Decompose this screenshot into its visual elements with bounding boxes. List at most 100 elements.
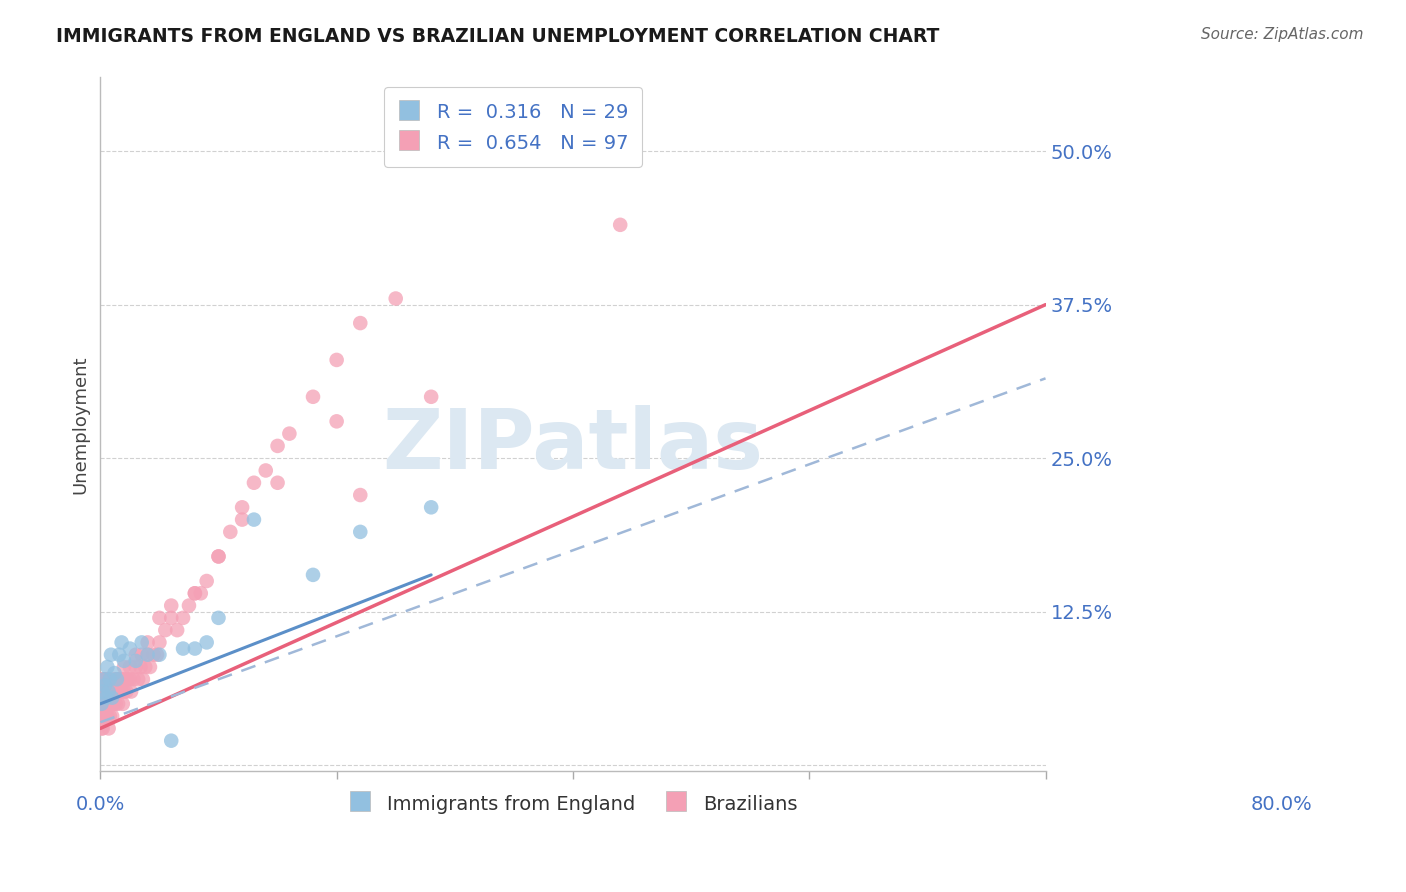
Point: [190, 586, 212, 600]
Point: [96, 673, 118, 687]
Point: [101, 690, 124, 705]
Point: [243, 475, 266, 490]
Point: [97, 684, 120, 698]
Point: [96, 709, 118, 723]
Point: [420, 500, 443, 515]
Point: [98, 673, 121, 687]
Point: [96, 697, 118, 711]
Point: [107, 673, 129, 687]
Point: [207, 549, 229, 564]
Point: [160, 733, 183, 747]
Point: [131, 635, 153, 649]
Point: [139, 660, 162, 674]
Point: [97, 697, 120, 711]
Point: [160, 599, 183, 613]
Point: [101, 709, 124, 723]
Point: [122, 673, 145, 687]
Point: [184, 641, 207, 656]
Point: [90, 697, 112, 711]
Point: [93, 697, 115, 711]
Point: [184, 586, 207, 600]
Point: [118, 660, 141, 674]
Point: [107, 697, 129, 711]
Point: [254, 463, 277, 477]
Point: [155, 623, 177, 637]
Point: [103, 673, 125, 687]
Point: [90, 709, 112, 723]
Point: [96, 684, 118, 698]
Point: [278, 426, 301, 441]
Point: [325, 353, 347, 368]
Point: [97, 684, 120, 698]
Point: [125, 660, 148, 674]
Point: [118, 673, 141, 687]
Point: [90, 722, 112, 736]
Point: [142, 648, 165, 662]
Point: [108, 648, 131, 662]
Point: [302, 567, 325, 582]
Point: [231, 500, 253, 515]
Point: [136, 635, 159, 649]
Point: [96, 709, 118, 723]
Point: [110, 673, 132, 687]
Point: [101, 697, 124, 711]
Point: [107, 673, 129, 687]
Legend: Immigrants from England, Brazilians: Immigrants from England, Brazilians: [339, 782, 807, 824]
Point: [195, 574, 218, 588]
Point: [91, 697, 114, 711]
Point: [243, 513, 266, 527]
Point: [160, 611, 183, 625]
Point: [110, 684, 132, 698]
Point: [91, 709, 114, 723]
Point: [184, 586, 207, 600]
Point: [105, 673, 128, 687]
Point: [96, 690, 118, 705]
Point: [96, 660, 118, 674]
Point: [105, 684, 128, 698]
Point: [94, 697, 117, 711]
Point: [325, 414, 347, 428]
Point: [177, 599, 200, 613]
Point: [90, 697, 112, 711]
Point: [103, 684, 125, 698]
Point: [112, 660, 135, 674]
Point: [98, 709, 121, 723]
Point: [94, 709, 117, 723]
Point: [91, 722, 114, 736]
Point: [266, 439, 288, 453]
Point: [98, 684, 121, 698]
Point: [302, 390, 325, 404]
Point: [120, 684, 142, 698]
Point: [129, 660, 152, 674]
Point: [420, 390, 443, 404]
Text: IMMIGRANTS FROM ENGLAND VS BRAZILIAN UNEMPLOYMENT CORRELATION CHART: IMMIGRANTS FROM ENGLAND VS BRAZILIAN UNE…: [56, 27, 939, 45]
Point: [609, 218, 631, 232]
Point: [103, 684, 125, 698]
Point: [132, 673, 155, 687]
Point: [114, 673, 136, 687]
Point: [96, 673, 118, 687]
Point: [91, 673, 114, 687]
Point: [110, 673, 132, 687]
Point: [94, 684, 117, 698]
Point: [108, 684, 131, 698]
Point: [90, 684, 112, 698]
Point: [384, 292, 406, 306]
Point: [96, 697, 118, 711]
Point: [112, 684, 135, 698]
Point: [112, 654, 135, 668]
Point: [172, 611, 194, 625]
Point: [131, 648, 153, 662]
Point: [207, 611, 229, 625]
Point: [103, 666, 125, 681]
Point: [91, 684, 114, 698]
Point: [100, 697, 122, 711]
Text: 80.0%: 80.0%: [1251, 795, 1313, 814]
Point: [104, 697, 127, 711]
Text: 0.0%: 0.0%: [76, 795, 125, 814]
Point: [93, 673, 115, 687]
Point: [166, 623, 188, 637]
Point: [349, 488, 371, 502]
Point: [100, 648, 122, 662]
Y-axis label: Unemployment: Unemployment: [72, 355, 89, 493]
